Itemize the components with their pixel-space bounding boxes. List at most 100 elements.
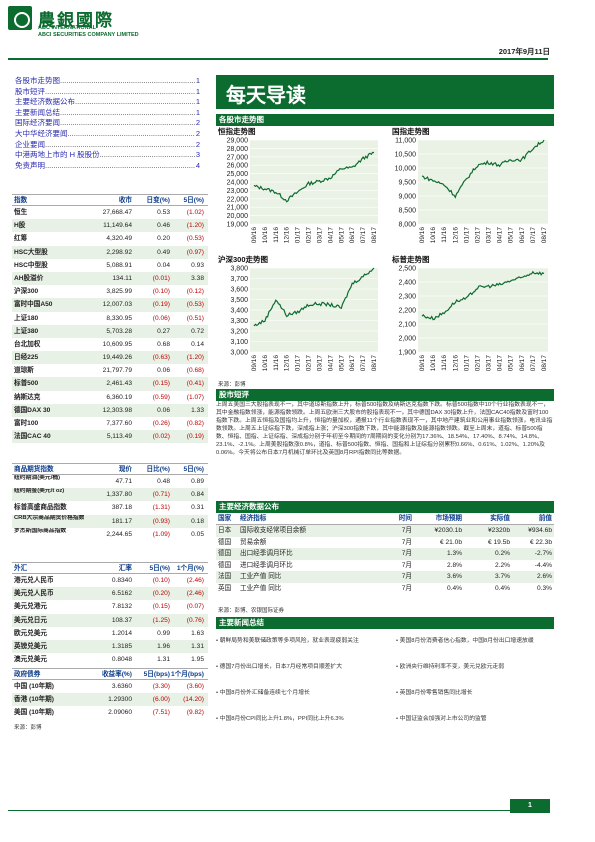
chart-csi300: 3,000 3,100 3,200 3,300 3,400 3,500 3,600 3,700… [230, 266, 378, 372]
toc-item[interactable]: 免责声明....................................… [15, 161, 200, 172]
x-tick-label: 05/17 [338, 227, 345, 244]
table-row: 美元兑港元 7.8132 (0.15) (0.07) [12, 600, 208, 613]
cell-value: (3.60) [186, 683, 204, 690]
bullet-icon: • [396, 664, 400, 670]
footer-divider [8, 810, 548, 811]
row-label: 香港 (10年期) [14, 696, 54, 704]
toc-item[interactable]: 主要新闻总结..................................… [15, 108, 200, 119]
table-row: 富时100 7,377.60 (0.26) (0.82) [12, 417, 208, 430]
cell-value: € 22.3b [530, 538, 552, 546]
cell-value: 0.49 [157, 248, 170, 256]
chart-title-hsi: 恒指走势图 [218, 127, 256, 136]
row-label: 纳斯达克 [14, 393, 41, 401]
news-item: • 英国8月份零售销售同比增长 [396, 689, 551, 697]
cell-value: 5,703.28 [106, 327, 132, 335]
table-header: 政府债券 收益率(%) 5日(bps) 1个月(bps) [12, 668, 208, 680]
x-tick-label: 06/17 [349, 227, 356, 244]
x-tick-label: 02/17 [474, 355, 481, 372]
x-tick-label: 08/17 [371, 355, 378, 372]
y-tick-label: 23,000 [227, 188, 249, 195]
y-tick-label: 2,000 [398, 336, 416, 343]
cell-value: (0.12) [186, 288, 204, 296]
toc-item[interactable]: 大中华经济要闻.................................… [15, 129, 200, 140]
cell-value: 3.6360 [111, 683, 132, 690]
x-tick-label: 08/17 [371, 227, 378, 244]
x-tick-label: 04/17 [327, 355, 334, 372]
toc-leader: ........................................… [67, 128, 195, 138]
toc-item[interactable]: 企业要闻....................................… [15, 140, 200, 151]
bullet-icon: • [216, 638, 220, 644]
x-tick-label: 12/16 [452, 355, 459, 372]
cell-value: 0.06 [157, 406, 170, 414]
cell-value: 7月 [401, 573, 412, 581]
x-tick-label: 03/17 [486, 227, 493, 244]
section-news-title: 主要新闻总结 [216, 617, 554, 629]
cell-value: 1,337.80 [106, 491, 132, 499]
toc-item-label: 各股市走势图 [15, 76, 60, 85]
table-row: 美元兑日元 108.37 (1.25) (0.76) [12, 613, 208, 627]
toc-item[interactable]: 中港两地上市的 H 股股份...........................… [15, 150, 200, 161]
cell-value: ¥934.6b [528, 527, 552, 534]
toc-item[interactable]: 股市短评....................................… [15, 87, 200, 98]
y-tick-label: 10,500 [395, 152, 417, 159]
cell-value: 0.27 [157, 327, 170, 335]
cell-value: (0.51) [186, 314, 204, 322]
cell-value: 2.09060 [108, 709, 132, 717]
cell-value: (0.06) [152, 314, 170, 322]
cell-value: 1.63 [191, 629, 204, 637]
cell-value: 2,244.65 [106, 530, 132, 538]
cell-value: (6.00) [152, 696, 170, 704]
x-tick-label: 04/17 [327, 227, 334, 244]
cell-value: 0.18 [191, 517, 204, 525]
row-label: 港元兑人民币 [14, 577, 54, 584]
cell-value: 1.31 [157, 656, 170, 664]
x-tick-label: 04/17 [497, 227, 504, 244]
y-tick-label: 9,500 [398, 180, 416, 187]
toc-item-label: 企业要闻 [15, 139, 45, 149]
row-country: 德国 [218, 550, 232, 558]
cell-value: (7.51) [152, 709, 170, 717]
table-row: 纽约期油(美元/桶) 47.71 0.48 0.89 [12, 475, 208, 488]
cell-value: (0.71) [152, 491, 170, 499]
cell-value: 0.89 [191, 478, 204, 485]
cell-value: 1.29300 [108, 696, 132, 704]
toc-item-page: 1 [195, 97, 200, 107]
x-tick-label: 06/17 [519, 227, 526, 244]
cell-value: 1.33 [191, 406, 204, 414]
toc-item-label: 股市短评 [15, 86, 45, 96]
table-row: 美国 (10年期) 2.09060 (7.51) (9.82) [12, 706, 208, 719]
report-date: 2017年9月11日 [498, 47, 550, 56]
column-header: 5日(%) [183, 466, 204, 473]
x-tick-label: 03/17 [316, 355, 323, 372]
cell-value: (0.59) [152, 393, 170, 401]
x-tick-label: 02/17 [306, 227, 313, 244]
toc-item-label: 主要新闻总结 [15, 107, 60, 117]
toc-leader: ........................................… [45, 86, 195, 96]
x-tick-label: 02/17 [474, 227, 481, 244]
cell-value: (0.41) [186, 380, 204, 388]
cell-value: -2.7% [534, 550, 552, 558]
row-label: AH股溢价 [14, 274, 44, 282]
table-row: 法国CAC 40 5,113.49 (0.02) (0.19) [12, 430, 208, 444]
row-label: 中国 (10年期) [14, 683, 54, 690]
cell-value: 5,088.91 [106, 261, 132, 269]
table-row: 纳斯达克 6,360.19 (0.59) (1.07) [12, 391, 208, 404]
row-label: CRB大宗商品期货价格指数 [14, 514, 84, 521]
cell-value: (0.20) [152, 590, 170, 598]
row-label: 富时中国A50 [14, 301, 53, 309]
cell-value: (0.76) [186, 616, 204, 624]
review-paragraph: 上周五美国三大股指表现不一，其中道琼斯指数上升，标普500指数及纳斯达克指数下跌… [216, 402, 553, 456]
chart-spx: 1,900 2,000 2,100 2,200 2,300 2,400 2,500 09/16… [398, 266, 548, 372]
toc-item[interactable]: 主要经济数据公布................................… [15, 97, 200, 108]
y-tick-label: 2,300 [398, 294, 416, 301]
chart-title-csi300: 沪深300走势图 [218, 255, 269, 264]
bullet-icon: • [216, 690, 220, 696]
toc-item[interactable]: 国际经济要闻..................................… [15, 118, 200, 129]
x-tick-label: 10/16 [262, 355, 269, 372]
cell-value: 19,449.26 [102, 354, 132, 362]
cell-value: 1.2014 [111, 629, 132, 637]
cell-value: 国际收支经常项目余额 [240, 527, 306, 534]
cell-value: 0.84 [191, 491, 204, 499]
cell-value: 0.04 [157, 261, 170, 269]
toc-item[interactable]: 各股市走势图..................................… [15, 76, 200, 87]
